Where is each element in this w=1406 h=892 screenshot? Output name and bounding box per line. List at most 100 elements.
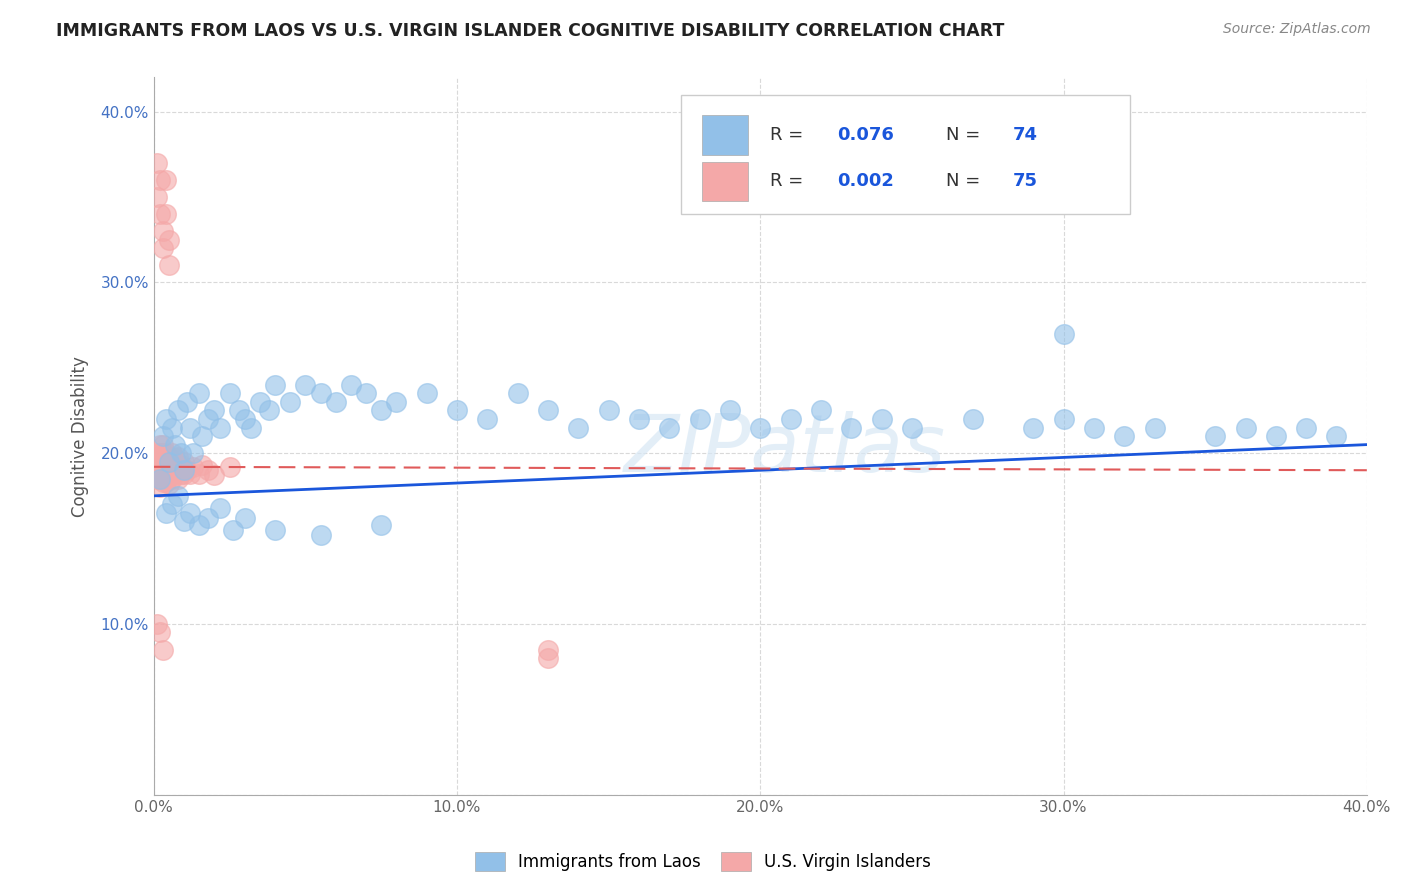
Point <box>149 173 172 187</box>
Y-axis label: Cognitive Disability: Cognitive Disability <box>72 356 89 516</box>
Point <box>658 420 681 434</box>
Point <box>157 233 180 247</box>
Point <box>415 386 437 401</box>
Point <box>197 511 219 525</box>
Point <box>145 455 167 469</box>
Text: Source: ZipAtlas.com: Source: ZipAtlas.com <box>1223 22 1371 37</box>
Point <box>239 420 262 434</box>
Point <box>627 412 650 426</box>
Point <box>188 517 211 532</box>
Point <box>152 459 174 474</box>
Point <box>167 489 190 503</box>
Point <box>202 403 225 417</box>
Point <box>155 472 177 486</box>
Point <box>170 446 193 460</box>
Point <box>228 403 250 417</box>
Point <box>145 446 167 460</box>
Point <box>370 517 392 532</box>
FancyBboxPatch shape <box>702 161 748 202</box>
Point <box>157 455 180 469</box>
Point <box>152 224 174 238</box>
Point <box>160 467 183 481</box>
Point <box>1022 420 1045 434</box>
Point <box>157 455 180 469</box>
Point <box>264 523 287 537</box>
Point <box>155 475 177 490</box>
Point <box>1295 420 1317 434</box>
Point <box>188 467 211 481</box>
Text: N =: N = <box>946 126 986 144</box>
Point <box>197 412 219 426</box>
Point <box>160 455 183 469</box>
Point <box>749 420 772 434</box>
Point <box>152 642 174 657</box>
Point <box>155 455 177 469</box>
FancyBboxPatch shape <box>682 95 1130 214</box>
Point <box>598 403 620 417</box>
Point <box>901 420 924 434</box>
Point <box>446 403 468 417</box>
Point <box>152 241 174 255</box>
Point <box>149 480 172 494</box>
Point <box>1264 429 1286 443</box>
Point <box>1204 429 1226 443</box>
Point <box>1052 412 1074 426</box>
Point <box>145 190 167 204</box>
Point <box>155 207 177 221</box>
Point <box>506 386 529 401</box>
Text: 74: 74 <box>1012 126 1038 144</box>
Point <box>325 395 347 409</box>
Point <box>152 475 174 490</box>
Legend: Immigrants from Laos, U.S. Virgin Islanders: Immigrants from Laos, U.S. Virgin Island… <box>467 843 939 880</box>
Point <box>152 467 174 481</box>
Point <box>170 467 193 481</box>
Point <box>155 463 177 477</box>
Point <box>145 156 167 170</box>
Point <box>163 451 186 466</box>
Point <box>257 403 280 417</box>
Point <box>155 412 177 426</box>
Point <box>160 420 183 434</box>
Point <box>370 403 392 417</box>
Point <box>810 403 832 417</box>
Point <box>1234 420 1257 434</box>
Text: R =: R = <box>770 172 808 191</box>
Point <box>221 523 243 537</box>
Point <box>149 207 172 221</box>
Point <box>152 472 174 486</box>
Point <box>176 395 198 409</box>
Point <box>152 451 174 466</box>
Point <box>155 173 177 187</box>
Point <box>160 458 183 472</box>
Point <box>155 468 177 483</box>
Point <box>173 455 195 469</box>
Point <box>149 472 172 486</box>
Point <box>163 437 186 451</box>
Point <box>152 437 174 451</box>
Point <box>1326 429 1348 443</box>
Point <box>191 429 214 443</box>
Point <box>233 412 256 426</box>
Point <box>567 420 589 434</box>
Point <box>278 395 301 409</box>
Point <box>173 515 195 529</box>
Point <box>209 420 232 434</box>
Text: ZIPatlas: ZIPatlas <box>623 411 946 490</box>
Point <box>181 446 204 460</box>
Point <box>152 450 174 464</box>
Point <box>149 437 172 451</box>
Point <box>145 616 167 631</box>
Point <box>689 412 711 426</box>
Point <box>145 463 167 477</box>
Point <box>385 395 408 409</box>
Point <box>152 472 174 486</box>
Point <box>163 467 186 481</box>
Point <box>179 420 201 434</box>
Point <box>160 497 183 511</box>
Point <box>157 459 180 474</box>
Point <box>167 403 190 417</box>
Point <box>163 459 186 474</box>
Point <box>1114 429 1136 443</box>
Point <box>779 412 801 426</box>
Point <box>340 377 363 392</box>
